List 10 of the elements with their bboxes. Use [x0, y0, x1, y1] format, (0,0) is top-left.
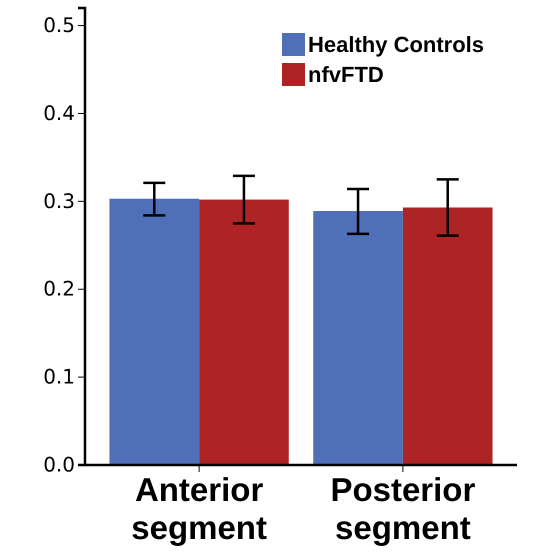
x-tick-label: Posterior segment	[330, 471, 476, 546]
legend-label: Healthy Controls	[308, 32, 484, 57]
legend-label: nfvFTD	[308, 62, 384, 87]
y-tick-label: 0.5	[43, 12, 75, 37]
y-tick-label: 0.0	[43, 452, 75, 476]
y-tick-label: 0.1	[43, 364, 75, 389]
y-tick-label: 0.2	[43, 276, 75, 301]
y-tick-label: 0.3	[43, 188, 75, 213]
y-tick-label: 0.4	[43, 100, 75, 125]
x-tick-label: Anterior segment	[131, 471, 267, 546]
